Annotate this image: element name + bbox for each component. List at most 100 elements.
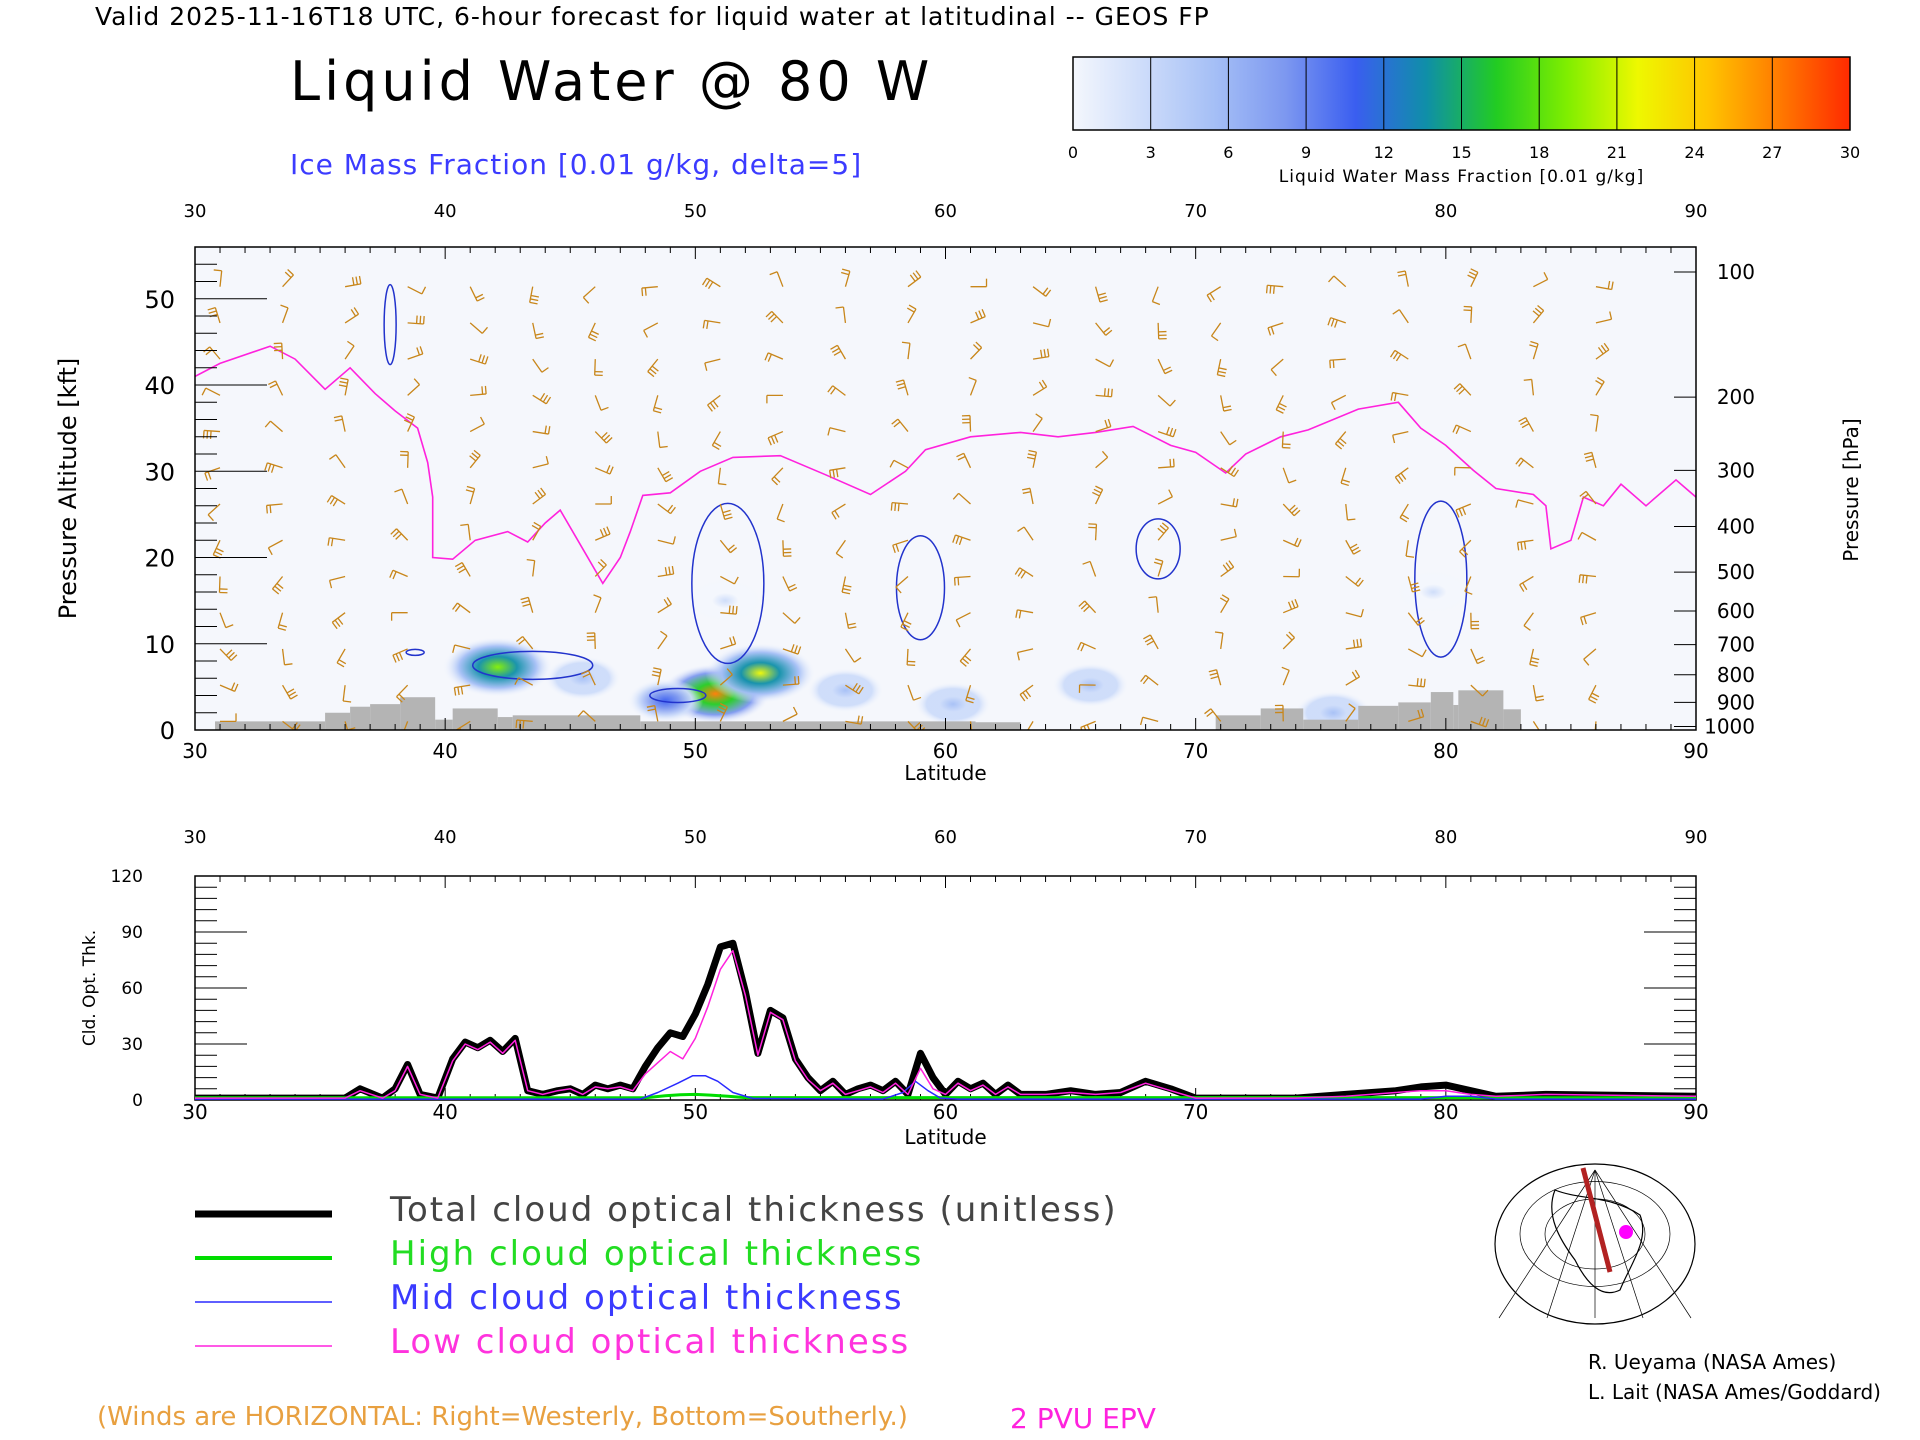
wind-barb-staff [401,488,409,505]
terrain-block [1215,715,1261,730]
x-top-tick-label: 60 [934,827,957,848]
wind-barb [1265,284,1284,294]
wind-barb-staff [407,353,423,360]
wind-barb [1578,574,1597,584]
wind-barb-flag [419,315,422,324]
y-tick-label: 40 [144,372,175,400]
x-top-tick-label: 30 [184,827,207,848]
winds-note: (Winds are HORIZONTAL: Right=Westerly, B… [97,1402,908,1432]
wind-barb [970,278,988,288]
wind-barb [1345,608,1364,618]
wind-barb-flag [530,298,539,302]
wind-barb-flag [1144,637,1153,643]
wind-barb-flag [776,518,785,523]
wind-barb-flag [230,682,236,691]
liquid-water-cell [705,643,816,704]
x-top-tick-label: 90 [1685,827,1708,848]
colorbar-tick-label: 18 [1529,143,1549,162]
wind-barb [594,395,609,411]
wind-barb [1532,721,1549,730]
wind-barb-flag [912,272,919,280]
wind-barb-staff [1032,286,1047,297]
colorbar-tick-label: 12 [1374,143,1394,162]
wind-barb-flag [774,434,779,443]
wind-barb-staff [469,322,483,334]
wind-barb-flag [329,497,336,505]
wind-barb-flag [547,426,551,435]
wind-barb [1405,540,1415,558]
wind-barb [1088,523,1098,541]
wind-barb-flag [653,410,662,414]
wind-barb [1518,417,1534,432]
wind-barb [1329,358,1346,369]
wind-barb-flag [207,306,216,311]
wind-barb-flag [1360,608,1364,618]
wind-barb-staff [893,459,909,469]
ice-contour [691,502,765,665]
wind-barb-flag [1208,669,1217,673]
x-top-tick-label: 80 [1434,201,1457,222]
wind-barb-staff [1094,286,1101,303]
wind-barb-staff [1345,708,1356,722]
wind-barb-staff [1282,606,1299,614]
wind-barb [651,667,662,686]
wind-barb [273,342,284,360]
colorbar-tick-label: 30 [1840,143,1860,162]
wind-barb [701,277,721,290]
wind-barb [264,420,283,433]
wind-barb-flag [1327,317,1332,326]
liquid-water-cell [627,678,704,723]
wind-barb-staff [1583,648,1597,660]
wind-barb [956,452,972,469]
wind-barb-flag [597,561,605,568]
wind-barb [265,503,283,514]
wind-barb-staff [344,379,349,396]
wind-barb-staff [594,564,607,577]
ice-contour [1135,518,1181,580]
wind-barb-flag [1103,388,1106,397]
wind-barb-flag [1455,426,1461,435]
wind-barb [1216,358,1227,378]
wind-barb-flag [1294,599,1299,607]
wind-barb-flag [834,510,840,518]
wind-barb-flag [1217,370,1227,374]
wind-barb-flag [958,537,963,546]
wind-barb [906,304,917,324]
wind-barb-flag [544,425,547,434]
wind-barb-staff [1345,612,1362,618]
wind-barb-flag [764,352,769,361]
x-tick-label: 70 [1183,739,1208,763]
wind-barb-flag [835,469,839,478]
wind-barb-staff [782,612,796,624]
wind-barb-flag [1152,301,1161,306]
wind-barb-flag [1099,299,1108,303]
wind-barb-flag [476,296,485,302]
wind-barb-flag [968,376,977,382]
wind-barb-flag [1581,493,1589,500]
wind-barb-flag [1098,295,1107,300]
wind-barb-flag [471,452,479,459]
wind-barb [392,648,408,663]
terrain-block [1503,709,1521,730]
wind-barb-staff [657,467,667,482]
wind-barb-flag [209,430,212,439]
wind-barb-flag [671,565,675,575]
wind-barb-flag [416,347,421,356]
wind-barb-staff [1084,600,1097,614]
wind-barb-flag [270,464,275,473]
wind-barb-flag [1288,479,1297,484]
wind-barb-staff [1525,417,1534,432]
wind-barb-flag [1022,487,1031,491]
wind-barb-flag [588,336,597,342]
wind-barb-flag [1110,388,1113,397]
wind-barb [344,307,360,324]
wind-barb-staff [1095,426,1112,433]
wind-barb-flag [336,662,345,668]
wind-barb-flag [1211,335,1219,342]
wind-barb-flag [1596,376,1605,383]
wind-barb [1470,612,1480,630]
wind-barb [529,286,539,305]
terrain-block [975,722,1021,730]
wind-barb-flag [1230,467,1237,475]
wind-barb-staff [1455,424,1472,433]
